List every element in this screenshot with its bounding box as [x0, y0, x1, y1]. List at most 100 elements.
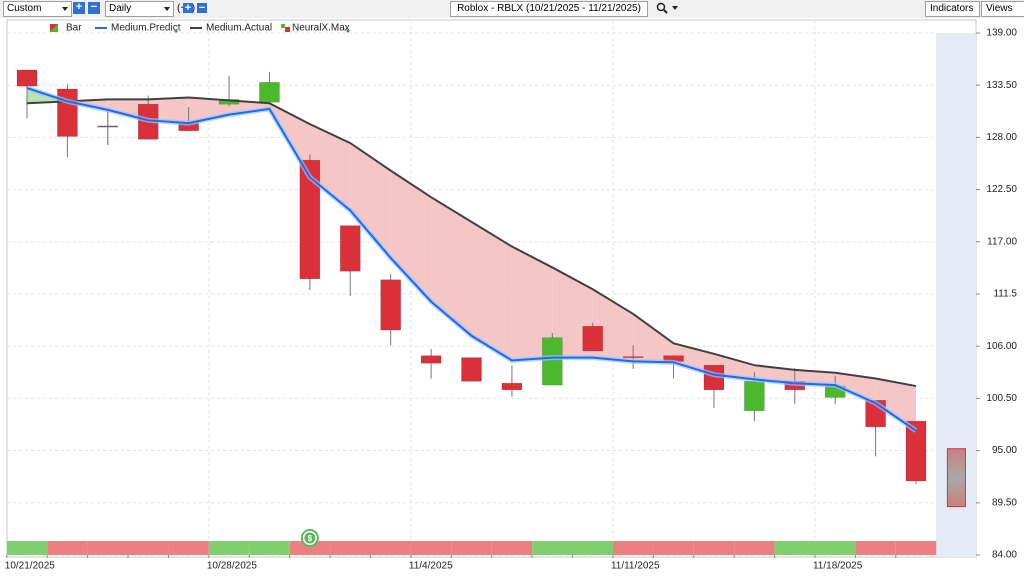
signal-band — [693, 541, 735, 555]
signal-band — [653, 541, 694, 555]
signal-band — [491, 541, 533, 555]
signal-band — [532, 541, 573, 555]
signal-band — [87, 541, 129, 555]
spread-fill — [552, 267, 593, 358]
legend-icon — [50, 24, 58, 32]
candle-body — [340, 225, 361, 272]
step-plus[interactable]: + — [183, 2, 193, 14]
spread-fill — [713, 353, 755, 380]
x-tick-label: 11/18/2025 — [813, 561, 863, 572]
interval-select[interactable]: Daily — [105, 1, 174, 17]
zoom-out[interactable]: − — [88, 2, 100, 14]
candle-body — [744, 381, 765, 411]
legend-label: Medium.Predict — [111, 23, 181, 34]
spread-fill — [309, 124, 351, 211]
views-button[interactable]: Views — [981, 1, 1024, 17]
y-tick-label: 117.00 — [987, 236, 1017, 247]
candle-body — [420, 355, 442, 364]
candle-body — [57, 88, 78, 137]
signal-band — [451, 541, 492, 555]
search-icon[interactable] — [656, 2, 680, 16]
y-tick-label: 95.00 — [992, 445, 1017, 456]
dropdown-arrow — [672, 6, 678, 10]
chart-title[interactable]: Roblox - RBLX (10/21/2025 - 11/21/2025) — [450, 1, 648, 17]
signal-band — [410, 541, 452, 555]
chart: 139.00 133.50 128.00 122.50 117.00 111.5 106.0… — [0, 18, 1024, 576]
candle-body — [299, 159, 321, 280]
signal-band — [47, 541, 88, 555]
forecast-box — [946, 448, 966, 508]
signal-band — [370, 541, 411, 555]
candle-body — [97, 125, 119, 128]
line — [26, 96, 917, 388]
line — [26, 87, 917, 432]
candle-body — [461, 357, 482, 382]
interval-label: Daily — [109, 3, 132, 14]
period-label: Custom — [7, 3, 42, 14]
y-tick-label: 128.00 — [986, 132, 1017, 143]
candle-body — [380, 279, 401, 331]
spread-fill — [350, 143, 391, 258]
y-tick-label: 106.00 — [986, 341, 1017, 352]
signal-band — [572, 541, 613, 555]
signal-band — [168, 541, 209, 555]
candle-body — [501, 382, 523, 391]
legend-label: NeuralX.Max — [292, 23, 350, 34]
spread-fill — [471, 221, 512, 361]
zoom-in[interactable]: + — [73, 2, 85, 14]
x-tick-label: 10/21/2025 — [5, 561, 55, 572]
x-tick-label: 10/28/2025 — [207, 561, 257, 572]
spread-fill — [511, 246, 553, 361]
dropdown-arrow — [164, 7, 170, 11]
indicators-label: Indicators — [930, 3, 974, 14]
step-minus[interactable]: − — [197, 2, 207, 14]
period-select[interactable]: Custom — [3, 1, 72, 17]
signal-band — [249, 541, 290, 555]
search-handle — [663, 9, 668, 14]
y-tick-label: 139.00 — [986, 28, 1017, 39]
spread-fill — [835, 372, 876, 404]
spread-fill — [592, 289, 634, 362]
dollar-icon-inner — [304, 532, 316, 544]
dollar-glyph: $ — [308, 534, 313, 543]
search-glass — [656, 2, 666, 12]
y-tick-label: 133.50 — [986, 80, 1017, 91]
signal-band — [330, 541, 371, 555]
candle-body — [582, 326, 603, 352]
signal-band — [734, 541, 775, 555]
signal-band — [128, 541, 169, 555]
y-tick-label: 100.50 — [986, 393, 1017, 404]
spread-fill — [107, 99, 149, 121]
toolbar: Custom + − Daily (+1) + − Roblox - RBLX … — [0, 0, 1024, 18]
signal-band — [814, 541, 856, 555]
signal-band — [208, 541, 250, 555]
legend-icon — [285, 27, 290, 32]
signal-band — [6, 541, 48, 555]
indicators-button[interactable]: Indicators — [925, 1, 980, 17]
y-tick-label: 122.50 — [986, 184, 1017, 195]
x-tick-label: 11/11/2025 — [611, 561, 660, 572]
chart-title-text: Roblox - RBLX (10/21/2025 - 11/21/2025) — [457, 3, 641, 14]
spread-fill — [633, 313, 674, 363]
legend-label: Bar — [66, 23, 82, 34]
candle-body — [259, 82, 280, 103]
dropdown-arrow — [62, 7, 68, 11]
candle-body — [622, 356, 644, 358]
signal-band — [855, 541, 896, 555]
signal-band — [774, 541, 815, 555]
spread-fill — [148, 97, 189, 124]
y-tick-label: 111.5 — [993, 289, 1017, 300]
candle-body — [905, 420, 927, 482]
spread-fill — [875, 378, 917, 431]
legend-dot — [346, 29, 350, 33]
y-tick-label: 89.50 — [992, 497, 1017, 508]
x-tick-label: 11/4/2025 — [409, 561, 453, 572]
candle-body — [16, 69, 38, 87]
signal-band — [289, 541, 331, 555]
legend-icon — [281, 24, 285, 28]
signal-band — [895, 541, 937, 555]
candle-body — [542, 337, 563, 386]
views-label: Views — [986, 3, 1013, 14]
spread-fill — [431, 197, 472, 336]
